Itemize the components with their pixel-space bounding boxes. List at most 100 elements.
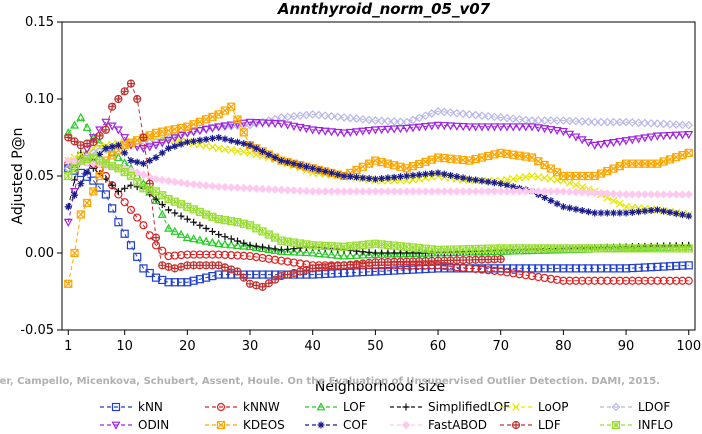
data-point [214,144,223,153]
data-point [603,209,611,217]
legend-label: FastABOD [428,418,487,432]
data-point [533,116,543,125]
data-point [177,140,185,148]
data-point [565,130,575,139]
data-point [276,246,286,255]
data-point [672,276,681,285]
data-point [590,117,600,127]
data-point [621,137,631,146]
data-point [540,273,549,283]
data-point [182,232,192,241]
data-point [139,133,148,142]
data-point [202,135,210,143]
data-point [283,247,293,256]
data-point [126,79,136,88]
data-point [478,177,486,185]
data-point [440,187,449,196]
data-point [484,178,492,186]
data-point [415,171,423,179]
data-point [653,119,662,128]
data-point [289,247,299,256]
data-point [377,267,386,276]
legend-item-ldf: LDF [500,418,561,432]
data-point [621,117,631,127]
data-point [611,402,621,412]
data-point [71,191,79,199]
data-point [521,172,530,181]
data-point [496,255,505,264]
data-point [483,111,493,121]
data-point [120,198,129,207]
data-point [590,276,599,285]
data-point [164,223,174,232]
data-point [77,180,85,188]
data-point [239,241,249,250]
data-point [283,257,292,266]
data-point [95,126,105,135]
data-point [345,113,355,123]
data-point [258,119,268,128]
data-point [452,108,462,118]
legend-item-kdeos: KDEOS [205,418,285,432]
data-point [126,241,136,250]
x-tick-label: 10 [116,339,133,354]
data-point [264,254,273,263]
data-point [76,210,85,219]
data-point [571,116,581,126]
data-point [270,119,280,129]
data-point [511,420,521,430]
data-point [215,231,223,239]
data-point [265,150,273,158]
data-point [171,209,179,217]
data-point [559,187,568,196]
data-point [276,120,286,129]
data-point [477,111,487,120]
data-point [433,187,443,196]
data-point [446,245,455,254]
data-point [63,218,73,227]
data-point [320,249,330,258]
data-point [277,157,285,165]
data-point [541,194,549,202]
data-point [176,278,186,287]
data-point [358,187,368,196]
data-point [496,123,506,132]
data-point [202,273,211,282]
data-point [634,276,643,285]
legend-item-simplifiedlof: SimplifiedLOF [390,400,510,414]
data-point [515,173,524,182]
data-point [352,128,362,137]
data-point [208,250,217,259]
data-point [515,270,524,279]
data-point [202,141,211,150]
data-point [201,125,211,134]
data-point [597,209,605,217]
legend-label: LDOF [638,400,670,414]
data-point [320,111,330,120]
data-point [552,187,562,196]
data-point [165,206,173,214]
data-point [138,144,148,154]
data-point [82,122,92,131]
data-point [628,276,637,285]
data-point [609,264,618,273]
data-point [496,187,505,196]
data-point [508,114,518,124]
data-point [653,190,662,199]
data-point [540,173,549,182]
x-axis-label: Neighborhood size [315,379,445,395]
data-point [390,249,398,257]
data-point [546,264,555,273]
data-point [477,247,487,256]
data-point [591,209,599,217]
data-point [216,420,226,430]
data-point [596,189,606,198]
data-point [245,242,255,251]
data-point [659,276,668,285]
data-point [284,158,292,166]
legend: kNN kNNW LOF SimplifiedLOF LoOP LDOF ODIN KDEOS… [100,400,673,432]
data-point [121,184,129,192]
data-point [89,138,98,147]
data-point [107,122,117,131]
data-point [264,244,274,254]
